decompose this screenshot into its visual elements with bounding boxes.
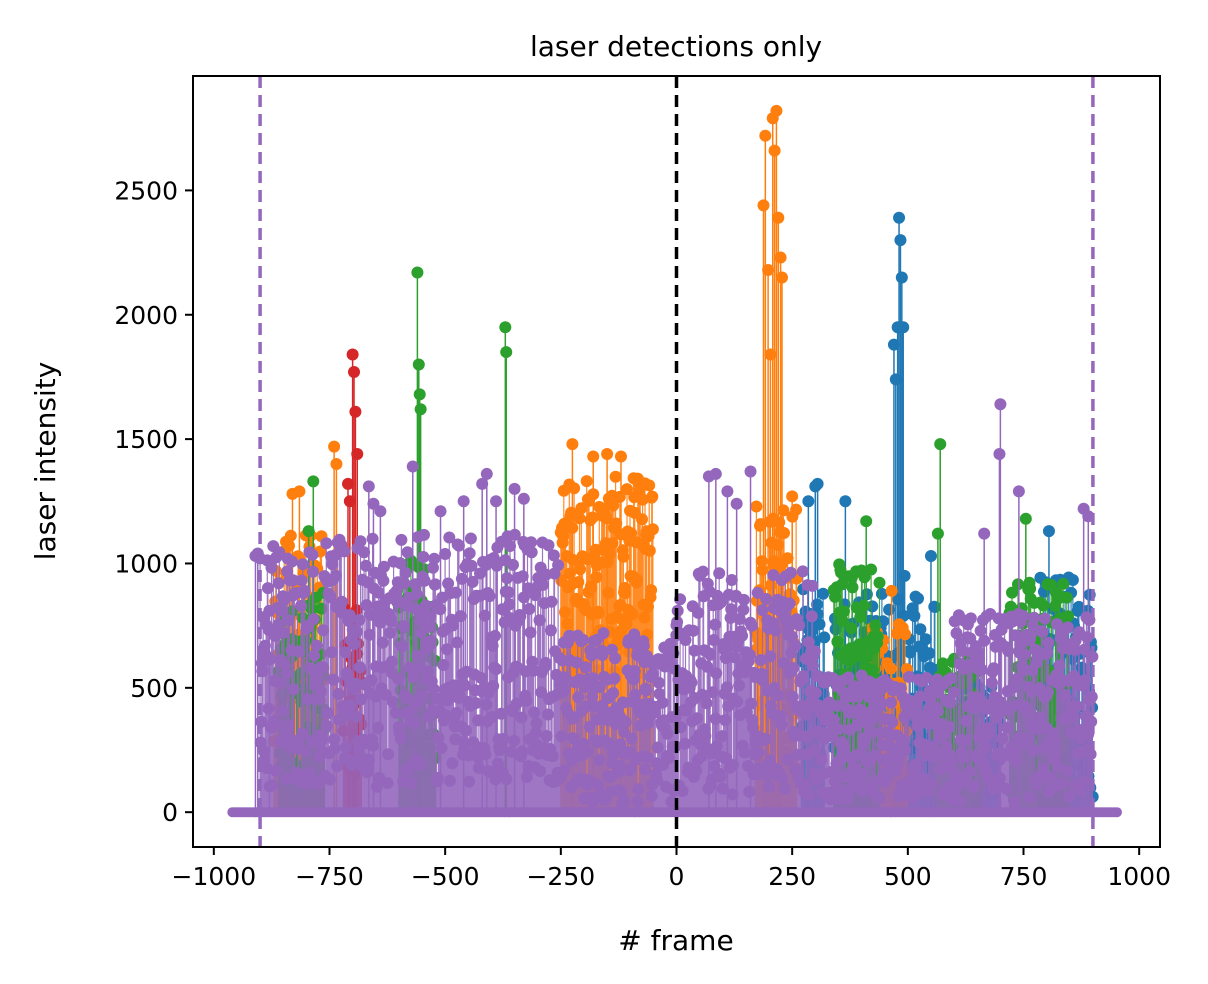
- series-3-peak-point-1: [348, 365, 361, 378]
- series-1-peak-point-14: [770, 104, 783, 117]
- series-4-peak-point-3: [362, 480, 375, 493]
- series-2-peak-point-5: [500, 346, 513, 359]
- series-4-peak-point-18: [730, 497, 743, 510]
- series-1-peak-point-10: [762, 263, 775, 276]
- series-1-peak-point-4: [566, 438, 579, 451]
- y-tick-label: 500: [130, 674, 178, 703]
- x-tick-label: −1000: [172, 862, 257, 891]
- series-0-peak-point-13: [1042, 525, 1055, 538]
- baseline-points: [227, 807, 1123, 818]
- y-tick-label: 1500: [114, 425, 178, 454]
- series-2-peak-point-7: [302, 525, 315, 538]
- series-4-peak-point-10: [480, 467, 493, 480]
- series-4-peak-point-12: [508, 482, 521, 495]
- series-0-peak-point-6: [897, 321, 910, 334]
- series-4-peak-point-2: [263, 604, 276, 617]
- series-4-peak-point-7: [434, 505, 447, 518]
- reference-lines: [258, 76, 1095, 847]
- series-4-peak-point-6: [406, 460, 419, 473]
- x-axis-label: # frame: [618, 924, 733, 957]
- series-2-peak-point-2: [413, 388, 426, 401]
- series-4-peak-point-21: [1012, 485, 1025, 498]
- series-0-peak-point-4: [894, 234, 907, 247]
- x-tick-label: 250: [768, 862, 816, 891]
- x-tick-label: −250: [526, 862, 595, 891]
- series-4-peak-point-20: [993, 448, 1006, 461]
- series-0-peak-point-12: [924, 550, 937, 563]
- series-0-peak-point-7: [898, 569, 911, 582]
- series-1-peak-point-13: [768, 144, 781, 157]
- series-4-peak-point-5: [374, 505, 387, 518]
- series-3-peak-point-2: [349, 405, 362, 418]
- series-4-peak-point-11: [490, 495, 503, 508]
- series-3-peak-point-4: [341, 477, 354, 490]
- series-4-peak-point-22: [978, 527, 991, 540]
- series-4-peak-point-1: [251, 547, 264, 560]
- x-ticks: −1000 −750 −500 −250 0 250 500 750 1000: [172, 847, 1171, 891]
- series-1-peak-point-19: [885, 584, 898, 597]
- series-0-peak-point-5: [895, 271, 908, 284]
- y-ticks: 0 500 1000 1500 2000 2500: [114, 176, 193, 827]
- y-tick-label: 2000: [114, 301, 178, 330]
- series-2-peak-point-4: [499, 321, 512, 334]
- y-axis-label: laser intensity: [29, 362, 62, 561]
- x-tick-label: 750: [1000, 862, 1048, 891]
- series-0-peak-point-8: [802, 495, 815, 508]
- series-2-peak-point-11: [1019, 512, 1032, 525]
- series-4-peak-point-15: [709, 467, 722, 480]
- y-tick-label: 0: [162, 798, 178, 827]
- series-3-peak-point-5: [343, 495, 356, 508]
- series-1-peak-point-5: [587, 450, 600, 463]
- series-0-peak-point-10: [811, 477, 824, 490]
- series-1-peak-point-6: [601, 448, 614, 461]
- series-2-peak-point-0: [411, 266, 424, 279]
- series-4-peak-point-17: [744, 465, 757, 478]
- series-2-peak-point-9: [934, 438, 947, 451]
- series-2-peak-point-10: [931, 527, 944, 540]
- series-0-peak-point-11: [839, 495, 852, 508]
- series-4-peak-point-19: [994, 398, 1007, 411]
- y-tick-label: 1000: [114, 549, 178, 578]
- x-tick-label: −500: [411, 862, 480, 891]
- series-1-peak-point-17: [775, 271, 788, 284]
- series-1-peak-point-9: [759, 129, 772, 142]
- series-4-peak-point-9: [476, 477, 489, 490]
- x-tick-label: 1000: [1107, 862, 1171, 891]
- chart-title: laser detections only: [530, 30, 822, 63]
- series-1-peak-point-2: [328, 440, 341, 453]
- series-0-peak-point-3: [893, 211, 906, 224]
- series-3-peak-point-3: [351, 448, 364, 461]
- series-1-peak-point-16: [774, 251, 787, 264]
- series-2-peak-point-1: [412, 358, 425, 371]
- series-1-peak-point-7: [614, 450, 627, 463]
- y-tick-label: 2500: [114, 176, 178, 205]
- series-4-peak-point-13: [517, 492, 530, 505]
- series-2-peak-point-6: [307, 475, 320, 488]
- series-1-peak-point-3: [330, 457, 343, 470]
- series-2-peak-point-3: [414, 403, 427, 416]
- series-4-peak-point-8: [457, 495, 470, 508]
- series-1-peak-point-15: [772, 211, 785, 224]
- series-1-peak-point-18: [786, 490, 799, 503]
- series-1-peak-point-8: [757, 199, 770, 212]
- x-tick-label: −750: [295, 862, 364, 891]
- series-2-peak-point-8: [860, 515, 873, 528]
- x-tick-label: 0: [669, 862, 685, 891]
- x-tick-label: 500: [884, 862, 932, 891]
- series-1-peak-point-1: [293, 485, 306, 498]
- series-4-peak-point-16: [721, 485, 734, 498]
- series-3-peak-point-0: [346, 348, 359, 361]
